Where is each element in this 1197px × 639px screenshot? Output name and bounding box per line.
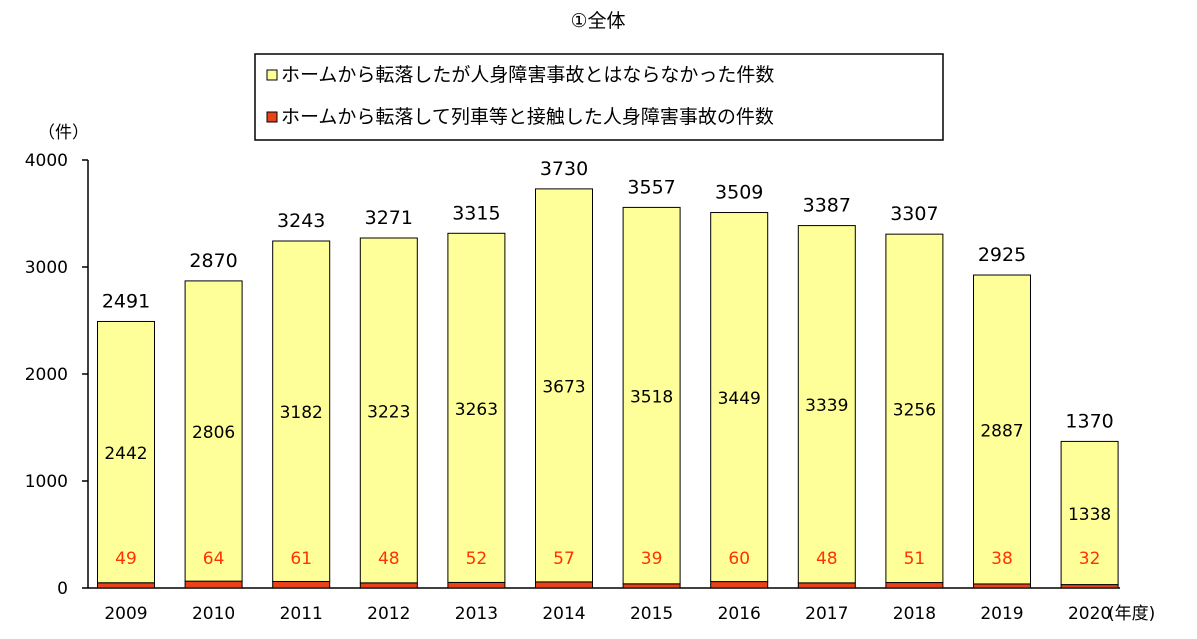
data-label-contact-injury: 48: [816, 549, 838, 569]
y-tick-label: 2000: [25, 365, 68, 385]
bar-no-injury: [535, 188, 593, 583]
total-label: 1370: [1065, 410, 1113, 432]
bar-contact-injury: [622, 583, 681, 589]
legend-swatch-no-injury: [266, 69, 278, 81]
data-label-no-injury: 3518: [630, 388, 673, 408]
total-label: 2870: [189, 250, 237, 272]
data-label-no-injury: 3223: [367, 402, 410, 422]
y-tick-label: 0: [57, 579, 68, 599]
x-tick-label: 2015: [630, 604, 673, 624]
x-tick-label: 2014: [542, 604, 585, 624]
bar-contact-injury: [272, 580, 331, 589]
bar-no-injury: [885, 233, 944, 584]
data-label-contact-injury: 52: [466, 549, 488, 569]
data-label-contact-injury: 64: [203, 549, 225, 569]
x-tick-label: 2011: [280, 604, 323, 624]
bar-contact-injury: [184, 580, 243, 589]
total-label: 3557: [627, 176, 675, 198]
bar-no-injury: [973, 274, 1031, 585]
x-tick-label: 2013: [455, 604, 498, 624]
data-label-contact-injury: 39: [641, 549, 663, 569]
data-label-contact-injury: 49: [115, 549, 137, 569]
x-tick-label: 2018: [893, 604, 936, 624]
x-tick-label: 2009: [104, 604, 147, 624]
data-label-no-injury: 3449: [718, 389, 761, 409]
bar-no-injury: [622, 206, 681, 585]
x-tick-label: 2019: [980, 604, 1023, 624]
data-label-no-injury: 3673: [542, 377, 585, 397]
bar-contact-injury: [535, 581, 593, 589]
x-tick-label: 2010: [192, 604, 235, 624]
bar-no-injury: [359, 237, 418, 584]
legend-label-contact-injury: ホームから転落して列車等と接触した人身障害事故の件数: [281, 106, 774, 128]
bar-no-injury: [710, 212, 769, 583]
bar-contact-injury: [359, 582, 418, 589]
bar-no-injury: [97, 320, 155, 584]
total-label: 3271: [365, 207, 413, 229]
x-tick-label: 2017: [805, 604, 848, 624]
data-label-no-injury: 1338: [1068, 505, 1111, 525]
data-label-contact-injury: 60: [728, 549, 750, 569]
bar-no-injury: [272, 240, 331, 582]
y-tick-label: 4000: [25, 151, 68, 171]
legend-swatch-contact-injury: [266, 111, 278, 123]
bar-contact-injury: [885, 582, 944, 589]
y-tick-label: 3000: [25, 258, 68, 278]
data-label-no-injury: 3339: [805, 396, 848, 416]
data-label-no-injury: 3256: [893, 400, 936, 420]
y-axis-unit-label: （件）: [38, 123, 89, 143]
bar-contact-injury: [973, 583, 1031, 589]
data-label-no-injury: 2442: [104, 444, 147, 464]
total-label: 2925: [978, 244, 1026, 266]
bar-no-injury: [1060, 440, 1119, 586]
data-label-contact-injury: 57: [553, 549, 575, 569]
data-label-no-injury: 2887: [980, 421, 1023, 441]
data-label-contact-injury: 48: [378, 549, 400, 569]
bar-contact-injury: [97, 582, 155, 589]
data-label-no-injury: 2806: [192, 423, 235, 443]
x-tick-label: 2016: [718, 604, 761, 624]
data-label-contact-injury: 32: [1079, 549, 1101, 569]
legend-label-no-injury: ホームから転落したが人身障害事故とはならなかった件数: [281, 64, 774, 86]
x-tick-label: 2020: [1068, 604, 1111, 624]
total-label: 3307: [890, 203, 938, 225]
plot-area: 0 1000 2000 3000 4000 2491 2442 49 2009 2870 2806 6…: [25, 151, 1120, 624]
bar-contact-injury: [447, 581, 506, 589]
x-axis-unit-label: (年度): [1108, 604, 1155, 624]
total-label: 3730: [540, 158, 588, 180]
chart-title: ①全体: [570, 10, 625, 32]
total-label: 2491: [102, 290, 150, 312]
bar-contact-injury: [797, 582, 856, 589]
data-label-contact-injury: 38: [991, 549, 1013, 569]
data-label-contact-injury: 51: [904, 549, 926, 569]
bar-contact-injury: [710, 581, 769, 589]
legend: ホームから転落したが人身障害事故とはならなかった件数 ホームから転落して列車等と…: [254, 53, 944, 141]
y-tick-label: 1000: [25, 472, 68, 492]
total-label: 3387: [803, 195, 851, 217]
bar-no-injury: [797, 225, 856, 584]
bar-no-injury: [447, 232, 506, 583]
data-label-no-injury: 3182: [280, 403, 323, 423]
bar-no-injury: [184, 280, 243, 582]
total-label: 3509: [715, 182, 763, 204]
bar-contact-injury: [1060, 584, 1119, 589]
data-label-no-injury: 3263: [455, 400, 498, 420]
total-label: 3243: [277, 210, 325, 232]
x-tick-label: 2012: [367, 604, 410, 624]
legend-box: [254, 53, 944, 141]
total-label: 3315: [452, 202, 500, 224]
data-label-contact-injury: 61: [290, 549, 312, 569]
